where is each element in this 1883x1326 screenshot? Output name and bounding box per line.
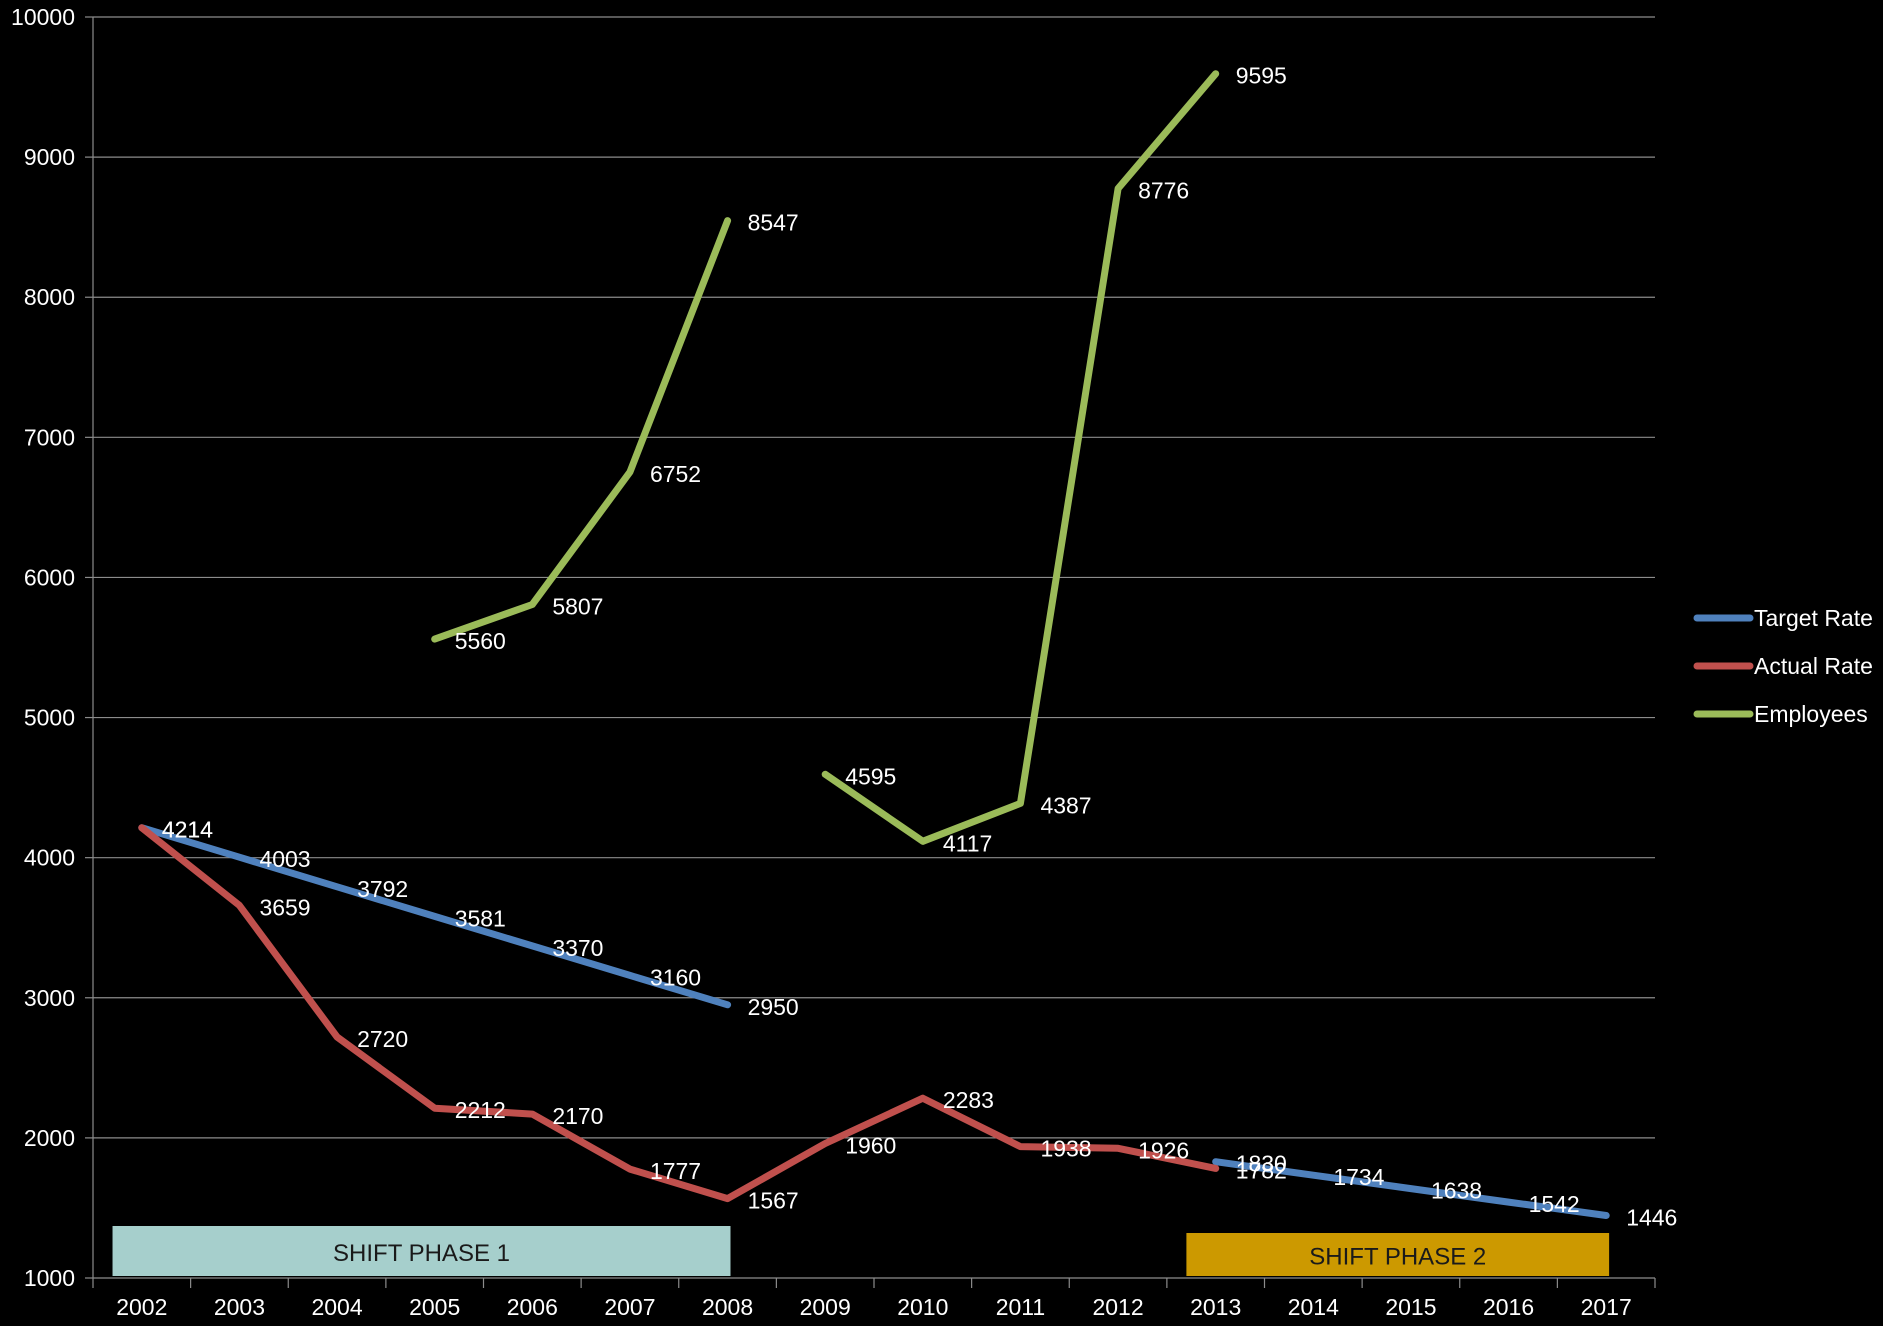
data-label: 8547: [748, 210, 799, 236]
y-tick-label: 9000: [24, 144, 75, 170]
x-tick-label: 2002: [116, 1294, 167, 1320]
phase-band: [1186, 1233, 1610, 1276]
x-tick-label: 2008: [702, 1294, 753, 1320]
x-tick-label: 2003: [214, 1294, 265, 1320]
data-labels: 4214 4003 3792 3581 3370 3160 2950 1830 1734 1638…: [162, 63, 1678, 1231]
data-label: 1542: [1529, 1191, 1580, 1217]
y-tick-label: 5000: [24, 705, 75, 731]
y-tick-label: 3000: [24, 985, 75, 1011]
y-tick-label: 10000: [11, 4, 75, 30]
phase-band: [112, 1226, 731, 1276]
data-label: 2950: [748, 994, 799, 1020]
data-label: 1638: [1431, 1178, 1482, 1204]
y-tick-label: 1000: [24, 1265, 75, 1291]
series-line: [1212, 1158, 1610, 1219]
data-label: 2170: [552, 1103, 603, 1129]
data-label: 2283: [943, 1087, 994, 1113]
data-label: 1777: [650, 1158, 701, 1184]
x-tick-label: 2005: [409, 1294, 460, 1320]
legend: Target Rate Actual Rate Employees: [1693, 605, 1873, 727]
data-label: 4387: [1040, 792, 1091, 818]
data-label: 1830: [1236, 1151, 1287, 1177]
x-tick-label: 2007: [604, 1294, 655, 1320]
y-tick-label: 4000: [24, 845, 75, 871]
data-label: 4117: [943, 830, 992, 856]
legend-label: Actual Rate: [1754, 653, 1873, 679]
x-tick-label: 2009: [800, 1294, 851, 1320]
y-tick-label: 8000: [24, 284, 75, 310]
x-tick-label: 2016: [1483, 1294, 1534, 1320]
x-tick-label: 2013: [1190, 1294, 1241, 1320]
data-label: 1926: [1138, 1137, 1189, 1163]
data-label: 3792: [357, 876, 408, 902]
x-tick-label: 2010: [897, 1294, 948, 1320]
series-line: [431, 217, 732, 643]
legend-label: Target Rate: [1754, 605, 1873, 631]
x-tick-label: 2012: [1092, 1294, 1143, 1320]
series-lines: [138, 70, 1610, 1219]
x-tick-label: 2014: [1288, 1294, 1339, 1320]
x-tick-label: 2017: [1581, 1294, 1632, 1320]
series-line: [138, 824, 1220, 1203]
data-label: 8776: [1138, 177, 1189, 203]
axes: 1000 2000 3000 4000 5000 6000 7000 8000 9000 1000…: [11, 4, 1656, 1320]
phase-label: SHIFT PHASE 1: [333, 1240, 510, 1267]
series-line: [138, 824, 732, 1009]
data-label: 1446: [1626, 1205, 1677, 1231]
data-label: 9595: [1236, 63, 1287, 89]
x-tick-label: 2004: [311, 1294, 362, 1320]
data-label: 1567: [748, 1188, 799, 1214]
data-label: 1734: [1333, 1164, 1384, 1190]
x-tick-label: 2006: [507, 1294, 558, 1320]
data-label: 3659: [259, 894, 310, 920]
data-label: 4214: [162, 817, 213, 843]
x-tick-label: 2011: [996, 1294, 1045, 1320]
data-label: 1960: [845, 1132, 896, 1158]
data-label: 3370: [552, 935, 603, 961]
phase-bands: SHIFT PHASE 1 SHIFT PHASE 2: [112, 1226, 1610, 1276]
data-label: 5560: [455, 628, 506, 654]
data-label: 3581: [455, 905, 506, 931]
data-label: 1938: [1040, 1136, 1091, 1162]
data-label: 4214: [162, 817, 213, 843]
data-label: 4003: [259, 846, 310, 872]
legend-label: Employees: [1754, 701, 1868, 727]
y-tick-label: 2000: [24, 1125, 75, 1151]
data-label: 5807: [552, 593, 603, 619]
series-line: [821, 70, 1220, 845]
data-label: 2720: [357, 1026, 408, 1052]
gridlines: [93, 16, 1655, 1139]
x-tick-label: 2015: [1385, 1294, 1436, 1320]
y-tick-label: 6000: [24, 564, 75, 590]
data-label: 6752: [650, 461, 701, 487]
data-label: 2212: [455, 1097, 506, 1123]
data-label: 3160: [650, 964, 701, 990]
data-label: 1782: [1236, 1157, 1287, 1183]
data-label: 4595: [845, 763, 896, 789]
y-tick-label: 7000: [24, 424, 75, 450]
phase-label: SHIFT PHASE 2: [1309, 1244, 1486, 1271]
